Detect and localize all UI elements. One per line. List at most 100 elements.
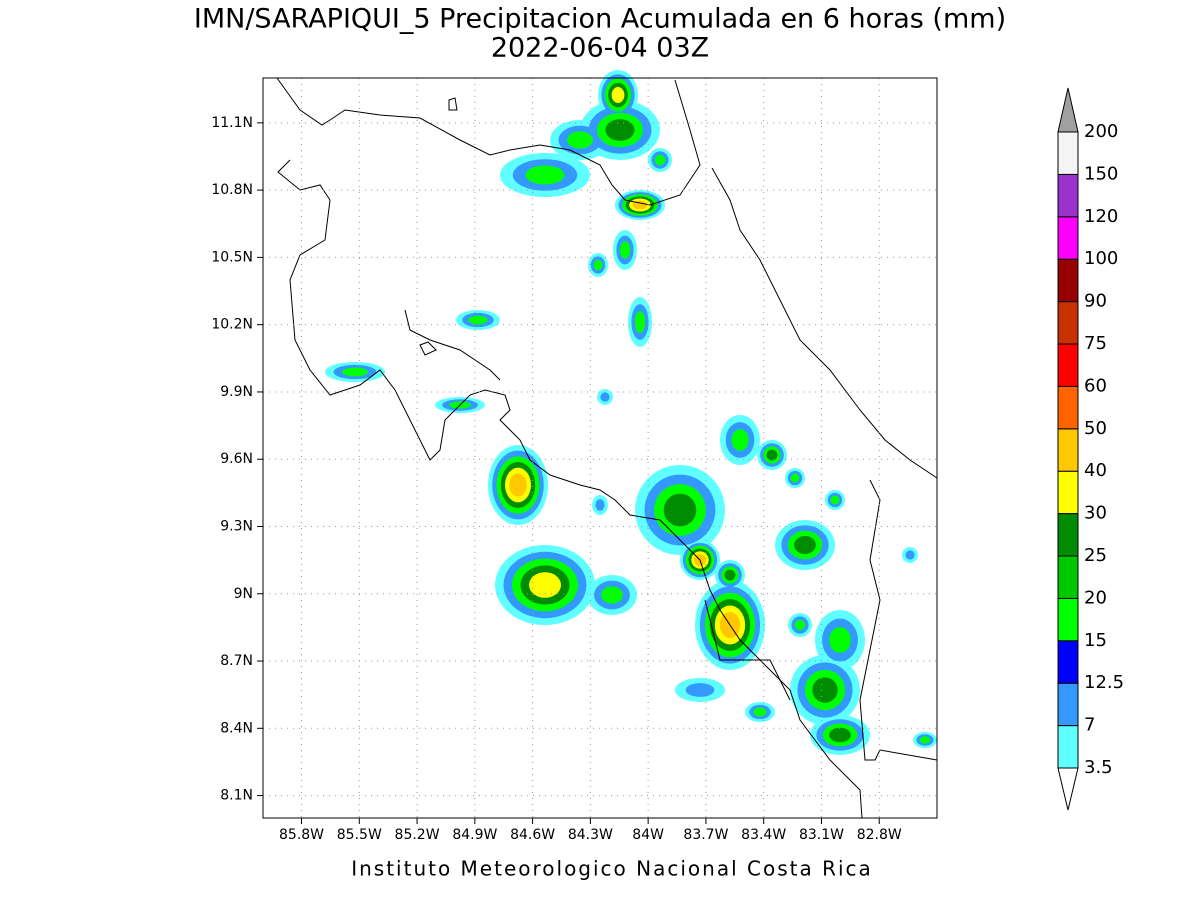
colorbar-swatch (1057, 385, 1079, 430)
precip-area (829, 627, 851, 653)
colorbar-label: 75 (1084, 333, 1107, 354)
precip-area (529, 572, 561, 598)
precip-area (663, 493, 697, 527)
colorbar-swatch (1057, 258, 1079, 303)
colorbar-over (1057, 87, 1079, 133)
colorbar-swatch (1057, 682, 1079, 727)
title: IMN/SARAPIQUI_5 Precipitacion Acumulada … (194, 4, 1006, 35)
x-tick-label: 85.5W (337, 827, 382, 843)
colorbar-swatch (1057, 216, 1079, 260)
island (419, 341, 437, 356)
colorbar-swatch (1057, 428, 1079, 472)
caribbean-coast (711, 167, 938, 479)
y-tick-label: 10.2N (211, 317, 253, 333)
x-tick-label: 83.4W (741, 827, 786, 843)
x-tick-label: 85.2W (395, 827, 440, 843)
precip-area (790, 473, 800, 483)
precip-area (753, 707, 767, 717)
subtitle: 2022-06-04 03Z (491, 33, 709, 64)
colorbar-swatch (1057, 597, 1079, 642)
coastlines (276, 77, 938, 819)
precip-area (342, 367, 368, 377)
colorbar-label: 20 (1084, 587, 1107, 608)
precip-area (595, 499, 605, 511)
y-tick-label: 10.5N (211, 249, 253, 265)
colorbar-label: 200 (1084, 121, 1118, 142)
y-tick-label: 9.9N (220, 384, 253, 400)
precip-area (632, 200, 648, 210)
colorbar-swatch (1057, 173, 1079, 218)
precip-area (567, 131, 593, 149)
colorbar-label: 150 (1084, 163, 1118, 184)
colorbar-label: 60 (1084, 375, 1107, 396)
x-tick-label: 84W (632, 827, 664, 843)
pacific-coast (277, 159, 863, 819)
precip-area (724, 569, 736, 581)
precip-area (812, 677, 838, 703)
colorbar-label: 25 (1084, 545, 1107, 566)
x-tick-label: 83.7W (683, 827, 728, 843)
precip-area (611, 87, 625, 103)
colorbar-label: 50 (1084, 418, 1107, 439)
border-south (859, 479, 938, 761)
y-tick-label: 8.4N (220, 720, 253, 736)
colorbar-label: 100 (1084, 248, 1118, 269)
x-tick-label: 84.9W (452, 827, 497, 843)
grid: 85.8W 85.5W 85.2W 84.9W 84.6W 84.3W 84W 83.7W 83… (211, 78, 937, 843)
x-tick-label: 84.6W (510, 827, 555, 843)
precip-area (634, 311, 646, 333)
precip-area (829, 727, 851, 743)
island (448, 97, 458, 111)
precip-area (468, 315, 488, 325)
precipitation-field (325, 70, 937, 755)
y-tick-label: 8.7N (220, 653, 253, 669)
precip-area (605, 119, 635, 141)
colorbar-swatch (1057, 513, 1079, 557)
footer: Instituto Meteorologico Nacional Costa R… (351, 857, 873, 881)
precip-area (600, 392, 610, 402)
x-tick-label: 85.8W (279, 827, 324, 843)
colorbar-label: 12.5 (1084, 672, 1124, 693)
colorbar-label: 120 (1084, 206, 1118, 227)
y-tick-label: 8.1N (220, 788, 253, 804)
colorbar-swatch (1057, 555, 1079, 599)
precip-area (731, 429, 749, 451)
y-tick-label: 9N (234, 586, 253, 602)
colorbar-swatch (1057, 470, 1079, 515)
colorbar-label: 40 (1084, 460, 1107, 481)
colorbar-under (1057, 767, 1079, 811)
precip-area (919, 736, 931, 744)
precip-area (685, 683, 715, 697)
colorbar-label: 15 (1084, 630, 1107, 651)
colorbar: 3.5 7 12.5 15 20 25 30 40 50 60 75 90 100 120 150 200 (1057, 87, 1124, 811)
x-tick-label: 83.1W (799, 827, 844, 843)
map-frame (262, 77, 938, 819)
colorbar-label: 90 (1084, 291, 1107, 312)
colorbar-swatch (1057, 725, 1079, 769)
precip-area (593, 259, 603, 271)
border-north (276, 77, 701, 206)
precip-area (794, 619, 806, 631)
colorbar-swatch (1057, 343, 1079, 387)
precip-area (601, 586, 623, 604)
precip-area (509, 473, 527, 497)
y-tick-label: 11.1N (211, 115, 253, 131)
colorbar-swatch (1057, 640, 1079, 684)
x-tick-label: 84.3W (568, 827, 613, 843)
colorbar-label: 30 (1084, 503, 1107, 524)
precip-area (654, 154, 666, 166)
y-tick-label: 10.8N (211, 182, 253, 198)
colorbar-swatch (1057, 131, 1079, 175)
gulf-coast (404, 309, 501, 381)
precip-area (794, 535, 816, 555)
precip-area (619, 241, 631, 259)
colorbar-label: 7 (1084, 715, 1095, 736)
precip-area (525, 165, 565, 185)
precip-area (905, 550, 915, 560)
colorbar-label: 3.5 (1084, 757, 1113, 778)
colorbar-swatch (1057, 301, 1079, 345)
y-tick-label: 9.6N (220, 451, 253, 467)
precip-area (766, 449, 778, 461)
